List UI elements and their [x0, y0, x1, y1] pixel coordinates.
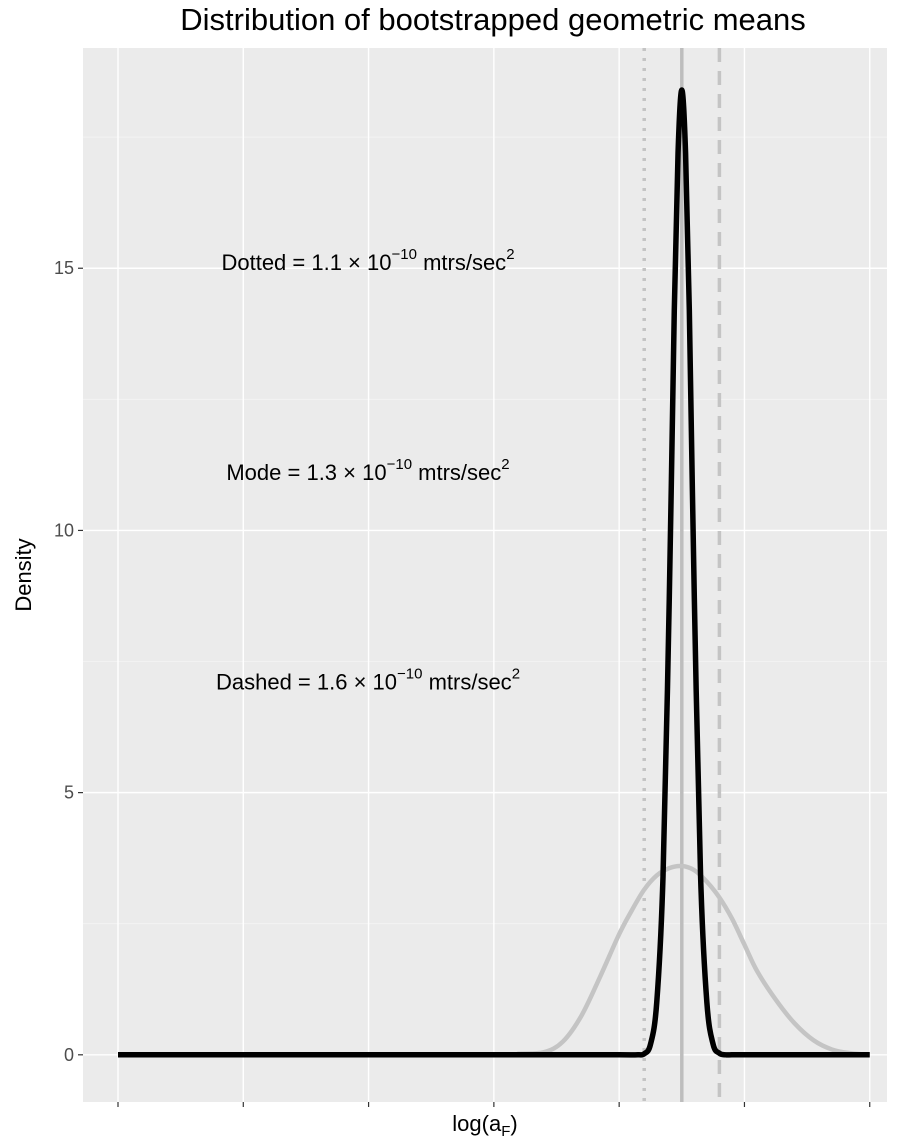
y-axis: 0 5 10 15	[54, 258, 83, 1065]
plot-panel	[83, 48, 887, 1102]
chart-title: Distribution of bootstrapped geometric m…	[180, 2, 806, 37]
x-axis-title: log(aF)	[452, 1111, 517, 1140]
annotation-mode: Mode = 1.3 × 10−10 mtrs/sec2	[226, 456, 509, 485]
y-tick-label: 5	[64, 783, 74, 803]
y-tick-label: 15	[54, 258, 74, 278]
density-series	[117, 87, 870, 1058]
x-axis-title-close: )	[510, 1111, 517, 1136]
density-line-black	[118, 87, 870, 1058]
grid-minor	[83, 136, 887, 925]
x-axis-title-subscript: F	[501, 1123, 510, 1140]
y-tick-label: 10	[54, 520, 74, 540]
x-axis	[117, 1102, 871, 1107]
y-axis-title: Density	[11, 538, 36, 611]
annotation-dotted: Dotted = 1.1 × 10−10 mtrs/sec2	[221, 246, 514, 275]
y-tick-label: 0	[64, 1045, 74, 1065]
reference-lines	[642, 48, 722, 1102]
annotation-dashed: Dashed = 1.6 × 10−10 mtrs/sec2	[216, 666, 520, 695]
annotations: Dotted = 1.1 × 10−10 mtrs/sec2 Mode = 1.3…	[216, 246, 520, 695]
x-axis-title-main: log(a	[452, 1111, 502, 1136]
